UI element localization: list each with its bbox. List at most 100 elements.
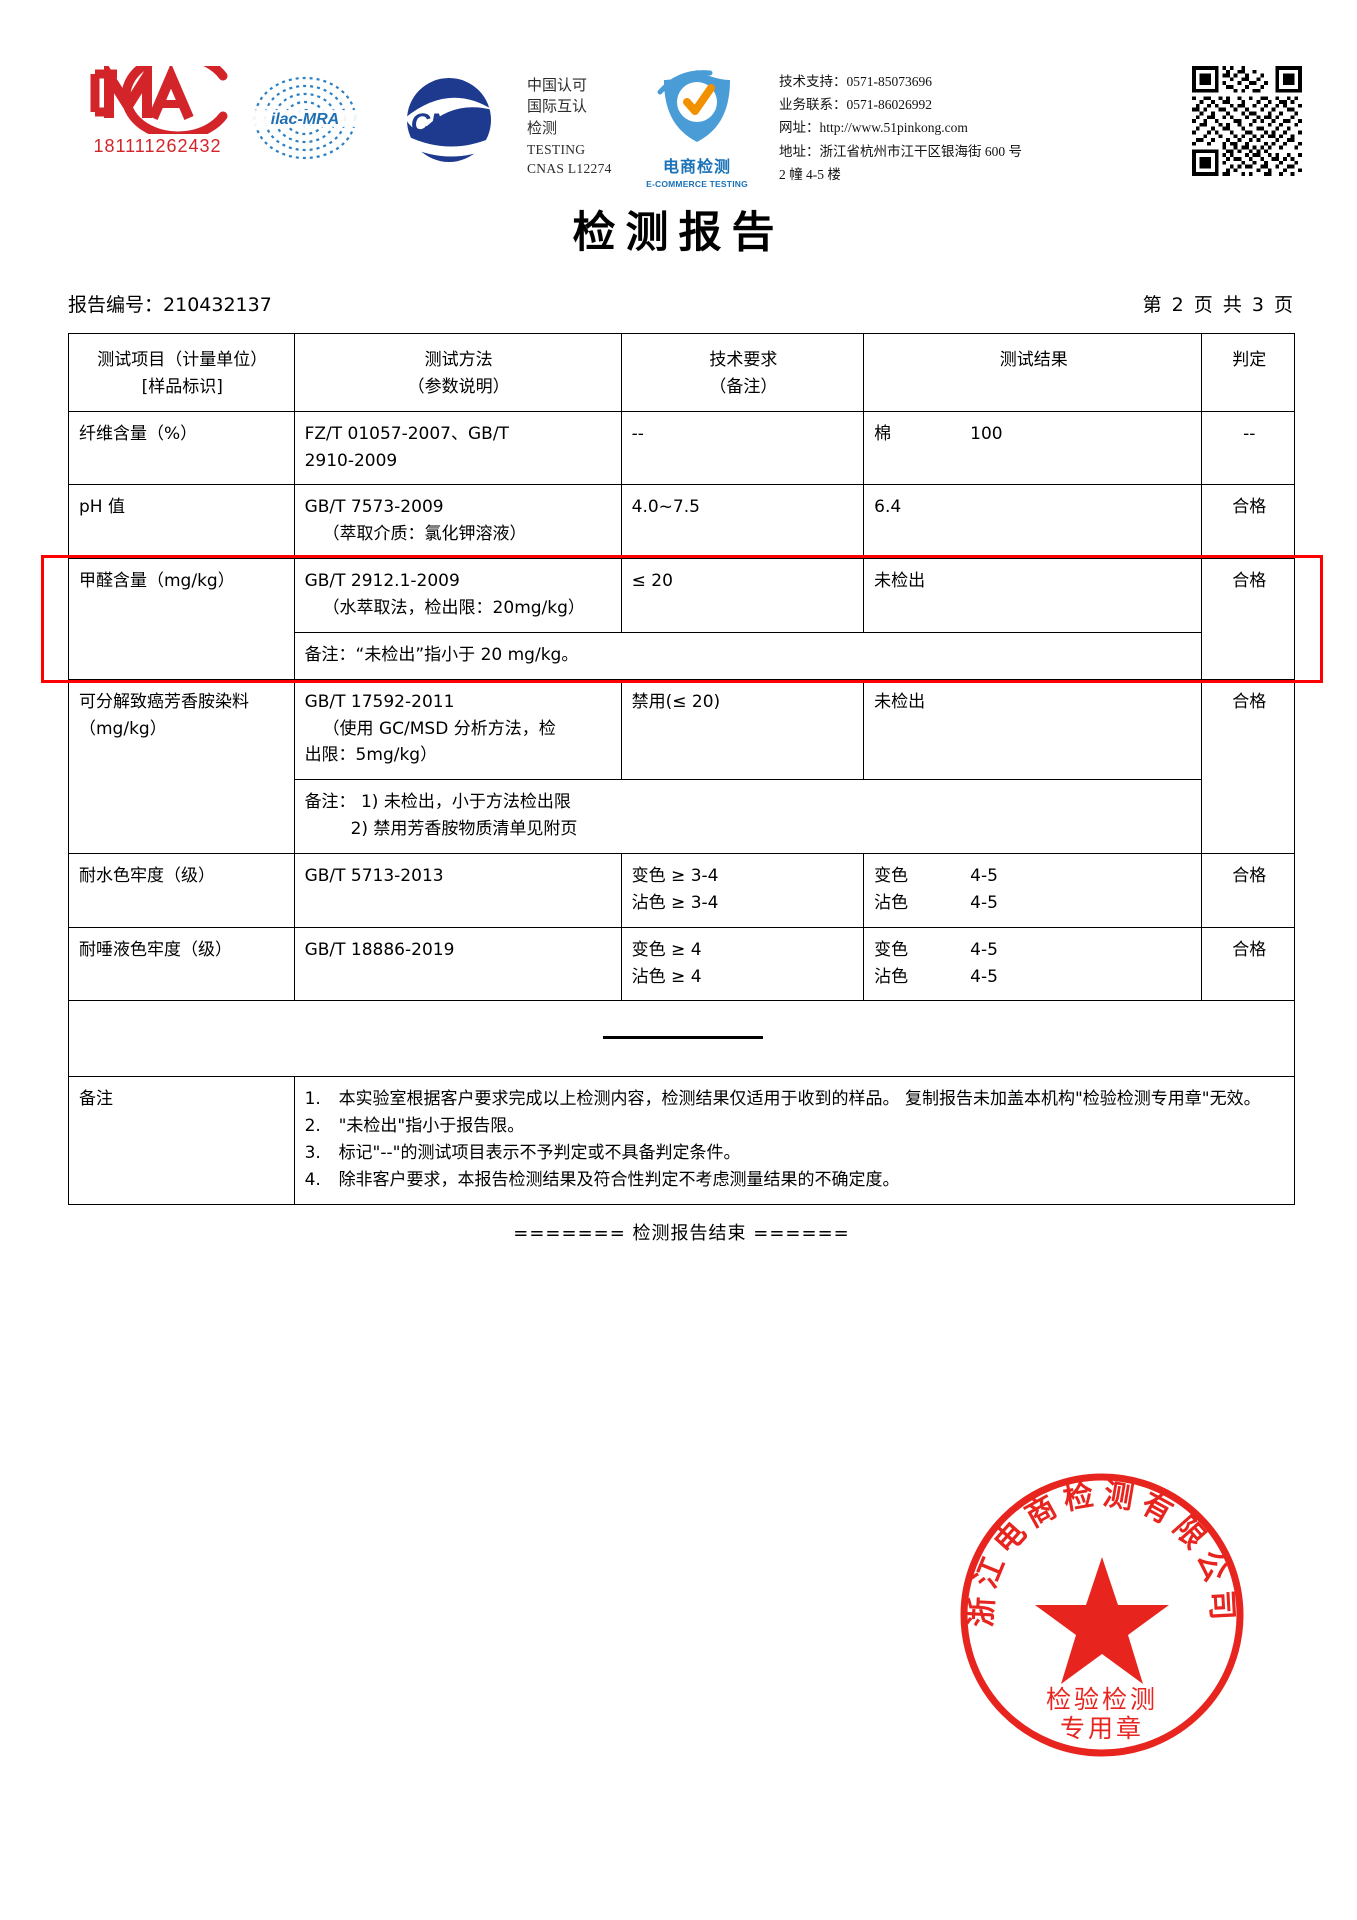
end-of-table-rule <box>68 1000 1295 1078</box>
col-header-requirement: 技术要求 （备注） <box>620 333 865 412</box>
result-pair: 沾色 4-5 <box>874 890 1193 917</box>
contact-website: 网址：http://www.51pinkong.com <box>779 120 968 136</box>
requirement-line: 变色 ≥ 4 <box>631 939 702 960</box>
cell-item: 耐水色牢度（级） <box>68 853 295 928</box>
remark-text: "未检出"指小于报告限。 <box>338 1116 525 1137</box>
cell-verdict: 合格 <box>1201 926 1295 1002</box>
seal-icon: 浙江电商检测有限公司 检验检测 专用章 <box>960 1473 1244 1757</box>
col-header-method-l2: （参数说明） <box>407 376 510 397</box>
test-results-table: 测试项目（计量单位） [样品标识] 测试方法 （参数说明） 技术要求 （备注） … <box>68 333 1296 1205</box>
result-pair: 变色 4-5 <box>874 863 1193 890</box>
cell-result: 6.4 <box>863 484 1203 560</box>
cell-verdict: -- <box>1201 410 1295 486</box>
cell-requirement: 变色 ≥ 3-4 沾色 ≥ 3-4 <box>620 853 865 928</box>
result-pair: 变色 4-5 <box>874 937 1193 964</box>
remark-item: 3. 标记"--"的测试项目表示不予判定或不具备判定条件。 <box>305 1140 1286 1167</box>
page-title: 检测报告 <box>572 208 785 258</box>
table-row-formaldehyde-note: 备注：“未检出”指小于 20 mg/kg。 <box>69 631 1295 680</box>
svg-text:ilac-MRA: ilac-MRA <box>271 111 339 128</box>
seal-line-1: 检验检测 <box>1046 1685 1158 1714</box>
remark-text: 标记"--"的测试项目表示不予判定或不具备判定条件。 <box>338 1143 741 1164</box>
cell-verdict: 合格 <box>1201 853 1295 928</box>
result-key: 变色 <box>874 939 909 960</box>
cell-method-line: GB/T 7573-2009 <box>304 497 444 518</box>
col-header-result: 测试结果 <box>863 333 1203 412</box>
col-header-method-l1: 测试方法 <box>424 350 493 370</box>
cell-note: 备注： 1) 未检出，小于方法检出限 2) 禁用芳香胺物质清单见附页 <box>293 779 1203 855</box>
remark-number: 1. <box>304 1089 321 1110</box>
cell-item: 纤维含量（%） <box>68 410 295 486</box>
horizontal-rule <box>602 1036 763 1040</box>
col-header-requirement-l1: 技术要求 <box>709 350 778 370</box>
col-header-verdict-l1: 判定 <box>1232 350 1267 370</box>
cnas-testing-label: TESTING <box>527 141 586 157</box>
seal-line-2: 专用章 <box>1060 1714 1144 1743</box>
cell-requirement: -- <box>620 410 865 486</box>
cma-mark-icon <box>83 66 233 134</box>
cell-result: 未检出 <box>863 678 1203 781</box>
ecom-logo-en: E-COMMERCE TESTING <box>646 179 748 189</box>
cma-logo: 181111262432 <box>70 66 245 157</box>
cell-method-line: （萃取介质：氯化钾溶液） <box>322 524 527 545</box>
results-table-wrap: 测试项目（计量单位） [样品标识] 测试方法 （参数说明） 技术要求 （备注） … <box>0 317 1357 1245</box>
col-header-item-l1: 测试项目（计量单位） <box>97 350 268 370</box>
cell-note: 备注：“未检出”指小于 20 mg/kg。 <box>293 631 1203 680</box>
result-value: 4-5 <box>970 939 998 960</box>
cnas-line-2: 国际互认 <box>527 99 588 116</box>
result-pair: 沾色 4-5 <box>874 964 1193 991</box>
cell-verdict: 合格 <box>1201 484 1295 560</box>
result-value: 4-5 <box>970 866 998 887</box>
remark-item: 4. 除非客户要求，本报告检测结果及符合性判定不考虑测量结果的不确定度。 <box>305 1167 1286 1194</box>
result-key: 棉 <box>874 423 892 444</box>
remark-item: 1. 本实验室根据客户要求完成以上检测内容，检测结果仅适用于收到的样品。 复制报… <box>305 1086 1286 1113</box>
cell-method-line: GB/T 2912.1-2009 <box>304 571 460 592</box>
cell-item: 可分解致癌芳香胺染料（mg/kg） <box>68 678 295 855</box>
cell-method-line: 2910-2009 <box>304 450 398 471</box>
result-key: 沾色 <box>874 966 909 987</box>
remark-number: 2. <box>304 1116 321 1137</box>
cell-method-line: 出限：5mg/kg） <box>304 745 438 766</box>
cnas-accreditation-text: 中国认可 国际互认 检测 TESTING CNAS L12274 <box>527 76 623 178</box>
requirement-line: 变色 ≥ 3-4 <box>631 866 719 887</box>
remark-text: 本实验室根据客户要求完成以上检测内容，检测结果仅适用于收到的样品。 复制报告未加… <box>338 1089 1261 1110</box>
cell-method-line: （水萃取法，检出限：20mg/kg） <box>322 598 585 619</box>
report-number-value: 210432137 <box>163 294 272 316</box>
table-row-formaldehyde: 甲醛含量（mg/kg） GB/T 2912.1-2009 （水萃取法，检出限：2… <box>68 558 1295 680</box>
col-header-item: 测试项目（计量单位） [样品标识] <box>68 333 295 412</box>
cell-item: pH 值 <box>68 484 295 560</box>
table-header-row: 测试项目（计量单位） [样品标识] 测试方法 （参数说明） 技术要求 （备注） … <box>68 333 1295 412</box>
report-number-wrap: 报告编号：210432137 <box>68 290 272 317</box>
table-row: 纤维含量（%） FZ/T 01057-2007、GB/T 2910-2009 -… <box>68 410 1295 486</box>
svg-text:CNAS: CNAS <box>411 108 488 138</box>
remark-number: 3. <box>304 1143 321 1164</box>
cell-requirement: 禁用(≤ 20) <box>620 678 865 781</box>
result-value: 4-5 <box>970 892 998 913</box>
remark-text: 除非客户要求，本报告检测结果及符合性判定不考虑测量结果的不确定度。 <box>338 1170 900 1191</box>
cell-result: 变色 4-5 沾色 4-5 <box>863 853 1203 928</box>
cell-requirement: 4.0~7.5 <box>620 484 865 560</box>
col-header-requirement-l2: （备注） <box>709 376 778 397</box>
remark-item: 2. "未检出"指小于报告限。 <box>305 1113 1286 1140</box>
cell-requirement: 变色 ≥ 4 沾色 ≥ 4 <box>620 926 865 1002</box>
requirement-line: 沾色 ≥ 3-4 <box>631 892 719 913</box>
cell-method: GB/T 18886-2019 <box>293 926 622 1002</box>
requirement-line: 沾色 ≥ 4 <box>631 966 702 987</box>
report-number-label: 报告编号： <box>68 294 164 316</box>
cell-method-line: GB/T 17592-2011 <box>304 691 455 712</box>
col-header-verdict: 判定 <box>1201 333 1295 412</box>
cell-method-line: FZ/T 01057-2007、GB/T <box>304 423 509 444</box>
ecommerce-testing-logo: 电商检测 E-COMMERCE TESTING <box>637 66 757 189</box>
result-value: 4-5 <box>970 966 998 987</box>
table-row: 耐水色牢度（级） GB/T 5713-2013 变色 ≥ 3-4 沾色 ≥ 3-… <box>68 853 1295 928</box>
cell-item: 耐唾液色牢度（级） <box>68 926 295 1002</box>
table-row: pH 值 GB/T 7573-2009 （萃取介质：氯化钾溶液） 4.0~7.5… <box>68 484 1295 560</box>
report-meta: 报告编号：210432137 第 2 页 共 3 页 <box>0 260 1357 317</box>
report-end-marker: ======= 检测报告结束 ====== <box>513 1222 850 1244</box>
cnas-icon: CNAS <box>405 78 493 162</box>
page-indicator: 第 2 页 共 3 页 <box>1142 294 1295 316</box>
cnas-line-1: 中国认可 <box>527 78 588 94</box>
qr-code <box>1192 66 1302 181</box>
cell-method: GB/T 17592-2011 （使用 GC/MSD 分析方法，检 出限：5mg… <box>293 678 622 781</box>
cell-method: GB/T 5713-2013 <box>293 853 622 928</box>
